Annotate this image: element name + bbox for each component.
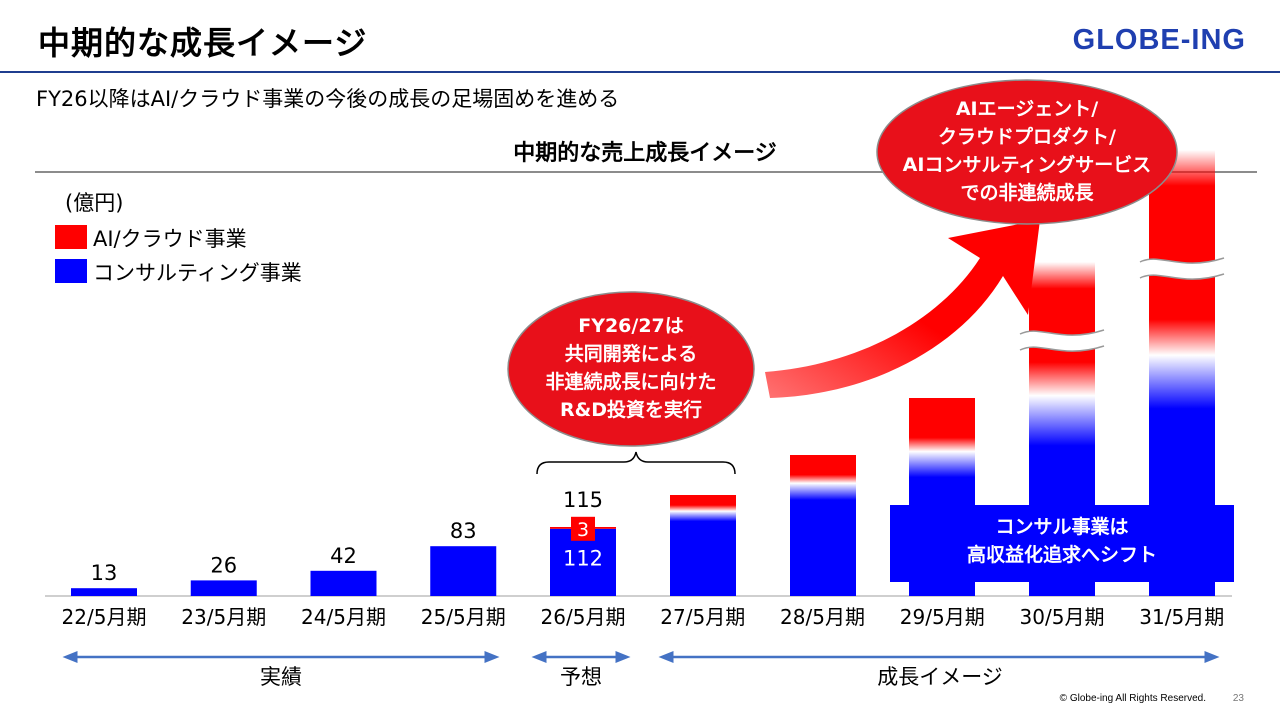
x-tick-label: 22/5月期	[62, 605, 147, 629]
slide-title: 中期的な成長イメージ	[38, 24, 368, 62]
ai-bubble-line-2: クラウドプロダクト/	[938, 125, 1116, 148]
bar-28	[790, 455, 856, 596]
legend-swatch-ai-cloud	[55, 225, 87, 249]
x-tick-label: 31/5月期	[1139, 605, 1224, 629]
slide-subtitle: FY26以降はAI/クラウド事業の今後の成長の足場固めを進める	[36, 87, 620, 111]
period-label-forecast: 予想	[560, 665, 602, 689]
rd-bubble-line-1: FY26/27は	[578, 315, 684, 337]
ai-bubble-line-3: AIコンサルティングサービス	[903, 153, 1152, 176]
axis-break-30	[1019, 329, 1105, 352]
bars-layer: 13 26 42 83 3 112 115	[71, 488, 616, 596]
rd-bubble-line-2: 共同開発による	[565, 342, 697, 365]
x-tick-label: 23/5月期	[181, 605, 266, 629]
bar-23	[190, 580, 257, 596]
x-tick-label: 26/5月期	[541, 605, 626, 629]
bar-value-label: 83	[450, 519, 477, 543]
consulting-callout-body	[890, 505, 1234, 582]
page-number: 23	[1232, 693, 1244, 704]
x-tick-label: 30/5月期	[1020, 605, 1105, 629]
ai-growth-bubble	[876, 79, 1178, 225]
bar-24	[310, 570, 377, 596]
consulting-callout-line-1: コンサル事業は	[995, 515, 1128, 538]
title-rule	[0, 71, 1280, 73]
bar-value-label-consulting: 112	[563, 546, 603, 570]
bar-25	[430, 546, 497, 596]
bar-value-label: 13	[91, 561, 118, 585]
bar-value-label: 42	[330, 544, 357, 568]
rd-bubble-line-4: R&D投資を実行	[560, 398, 702, 421]
rd-bubble-line-3: 非連続成長に向けた	[545, 370, 716, 393]
forecast-bracket	[536, 451, 736, 475]
legend-label-consulting: コンサルティング事業	[93, 261, 302, 285]
bar-27	[670, 495, 736, 596]
growth-arrow	[765, 220, 1040, 398]
chart-title: 中期的な売上成長イメージ	[513, 141, 777, 166]
axis-break-31	[1139, 257, 1225, 280]
x-tick-label: 29/5月期	[900, 605, 985, 629]
company-logo: GLOBE-ING	[1072, 24, 1246, 56]
bar-value-label-ai: 3	[577, 519, 589, 541]
period-label-actual: 実績	[260, 665, 302, 689]
legend-swatch-consulting	[55, 259, 87, 283]
footer-copyright: © Globe-ing All Rights Reserved.	[1059, 693, 1206, 704]
bar-value-label-total: 115	[563, 488, 603, 512]
ai-bubble-line-4: での非連続成長	[960, 181, 1094, 204]
chart-title-rule	[35, 171, 1257, 173]
legend-label-ai-cloud: AI/クラウド事業	[93, 227, 247, 251]
x-tick-label: 28/5月期	[780, 605, 865, 629]
bar-26-ai-badge	[571, 516, 595, 541]
consulting-callout-line-2: 高収益化追求へシフト	[967, 543, 1157, 566]
x-tick-label: 25/5月期	[421, 605, 506, 629]
bar-value-label: 26	[210, 553, 237, 577]
unit-label: (億円)	[65, 191, 124, 215]
rd-investment-bubble	[507, 291, 755, 447]
bar-22	[71, 588, 137, 596]
x-tick-label: 24/5月期	[301, 605, 386, 629]
period-label-growth: 成長イメージ	[877, 665, 1003, 689]
x-tick-label: 27/5月期	[660, 605, 745, 629]
ai-bubble-line-1: AIエージェント/	[956, 98, 1098, 120]
x-axis-labels: 22/5月期 23/5月期 24/5月期 25/5月期 26/5月期 27/5月期 28/5…	[62, 605, 1225, 629]
